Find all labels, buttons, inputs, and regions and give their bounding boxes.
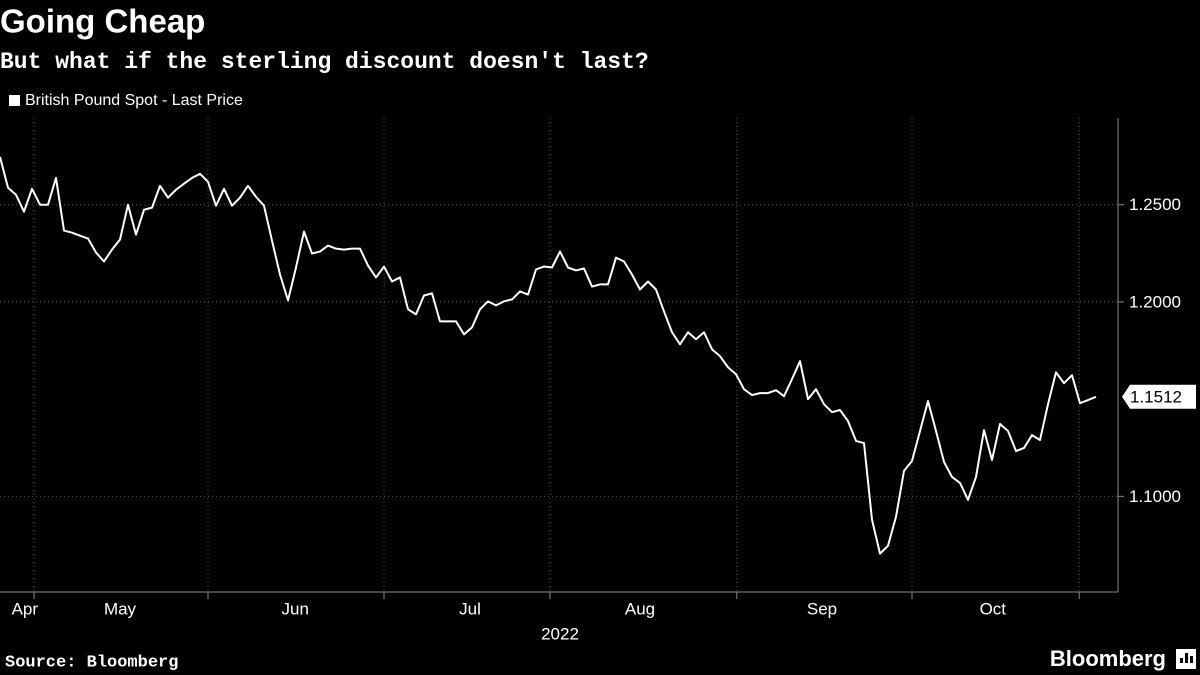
y-tick-label: 1.2500	[1129, 195, 1181, 214]
last-price-tag	[1122, 384, 1196, 409]
x-tick-label: Sep	[807, 599, 837, 618]
chart-title: Going Cheap	[0, 3, 205, 40]
y-tick-label: 1.2000	[1129, 292, 1181, 311]
last-price-label: 1.1512	[1130, 387, 1182, 406]
x-tick-label: Apr	[12, 599, 39, 618]
x-tick-label: May	[104, 599, 137, 618]
chart-subtitle: But what if the sterling discount doesn'…	[0, 49, 649, 75]
brand: Bloomberg	[1050, 646, 1166, 671]
y-tick-label: 1.1000	[1129, 487, 1181, 506]
x-axis-label: 2022	[541, 624, 579, 643]
legend-label: British Pound Spot - Last Price	[25, 92, 243, 109]
x-tick-label: Jun	[281, 599, 308, 618]
source: Source: Bloomberg	[5, 653, 178, 672]
x-tick-label: Aug	[625, 599, 655, 618]
x-tick-label: Jul	[459, 599, 481, 618]
brand-icon-bars	[1180, 653, 1193, 663]
price-line	[0, 156, 1097, 555]
legend-swatch	[9, 95, 20, 106]
x-tick-label: Oct	[980, 599, 1007, 618]
